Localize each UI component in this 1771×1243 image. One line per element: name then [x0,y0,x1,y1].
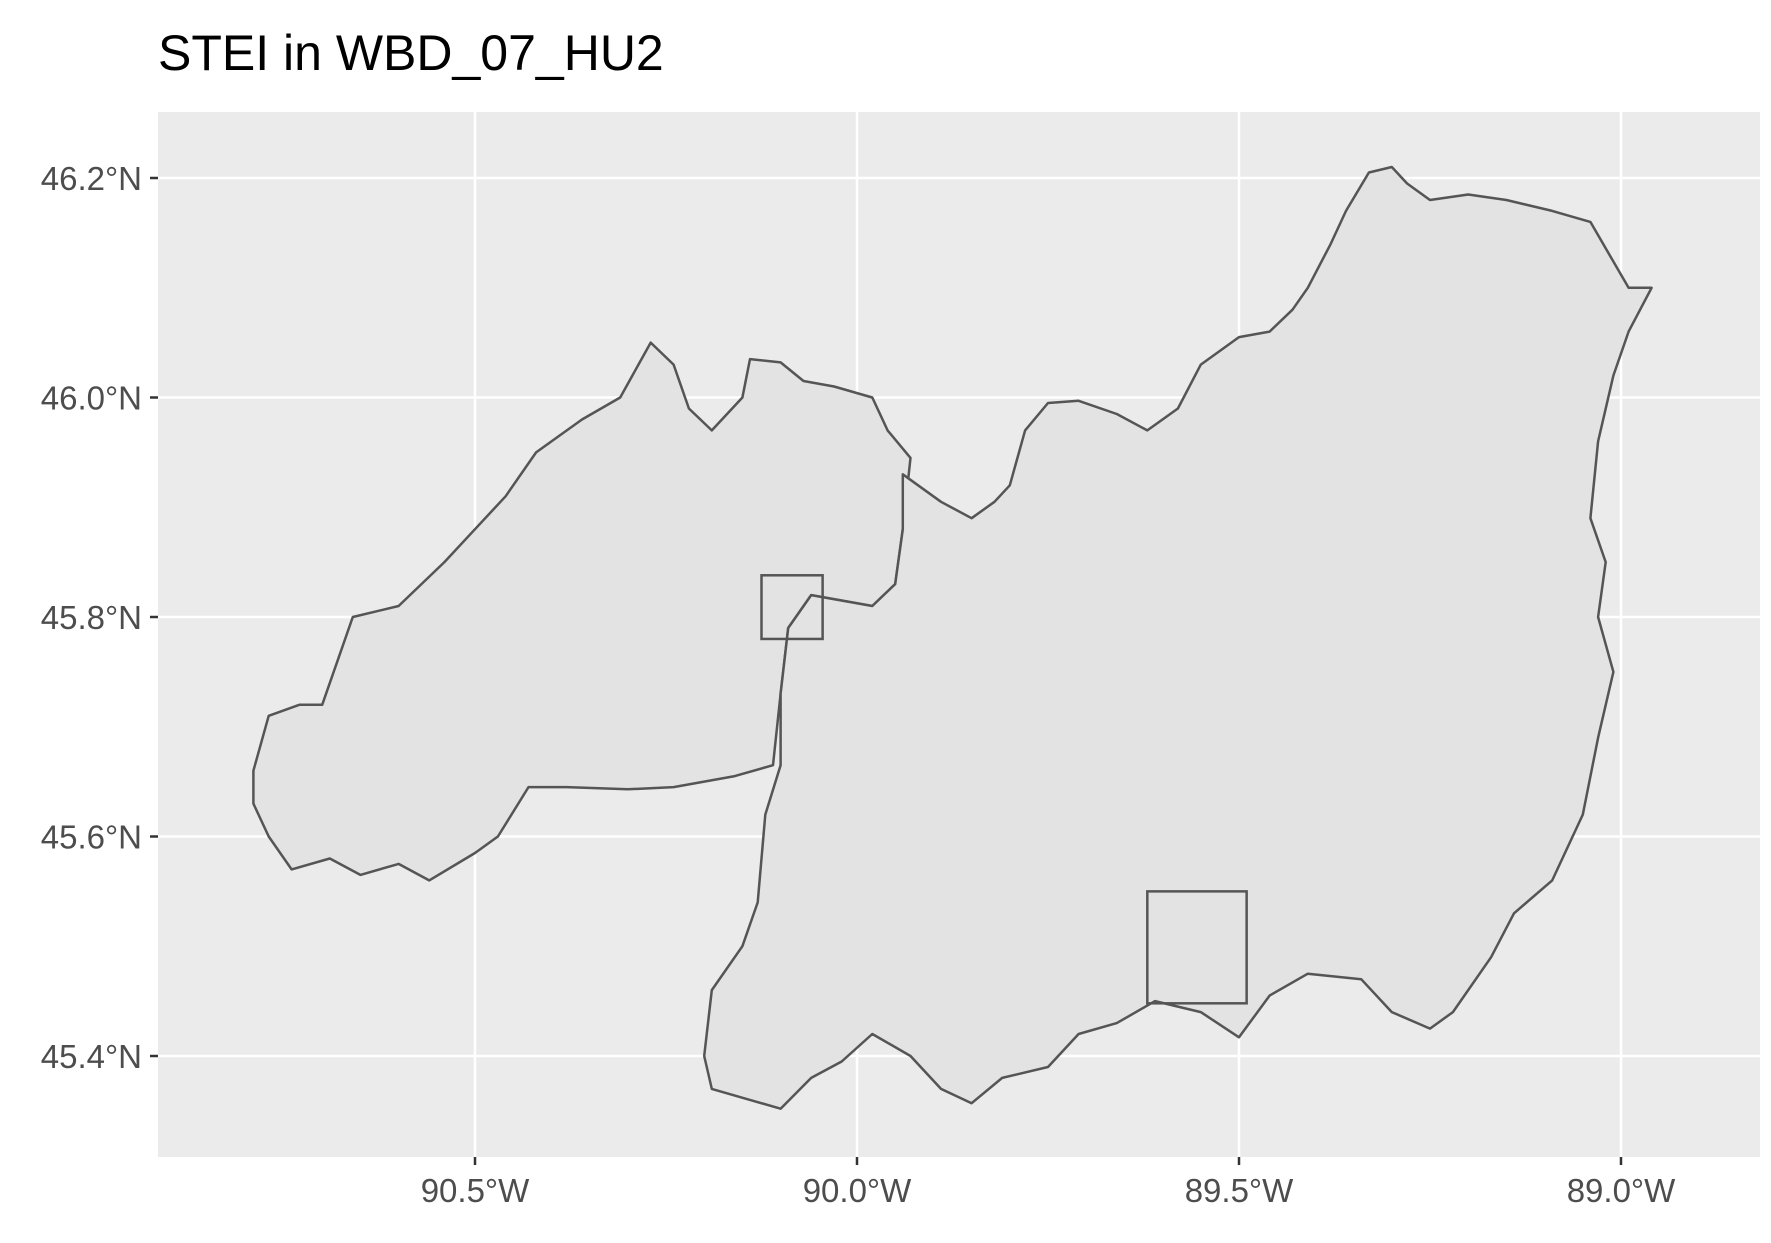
y-tick-label: 46.0°N [41,380,142,417]
watershed-west-polygon [252,341,912,882]
site-boxes [760,574,1248,1005]
watershed-east-polygon [702,165,1653,1110]
x-tick-label: 89.0°W [1567,1172,1676,1209]
x-tick-label: 89.5°W [1185,1172,1294,1209]
site-box-1 [760,574,824,641]
y-tick-label: 45.8°N [41,599,142,636]
x-axis: 90.5°W 90.0°W 89.5°W 89.0°W [421,1157,1676,1209]
y-tick-label: 45.6°N [41,819,142,856]
watershed-polygons [252,165,1653,1110]
y-tick-label: 46.2°N [41,160,142,197]
map-title: STEI in WBD_07_HU2 [158,25,664,81]
x-tick-label: 90.5°W [421,1172,530,1209]
y-axis: 46.2°N 46.0°N 45.8°N 45.6°N 45.4°N [41,160,158,1075]
x-tick-label: 90.0°W [803,1172,912,1209]
site-box-2 [1146,890,1248,1005]
y-tick-label: 45.4°N [41,1038,142,1075]
